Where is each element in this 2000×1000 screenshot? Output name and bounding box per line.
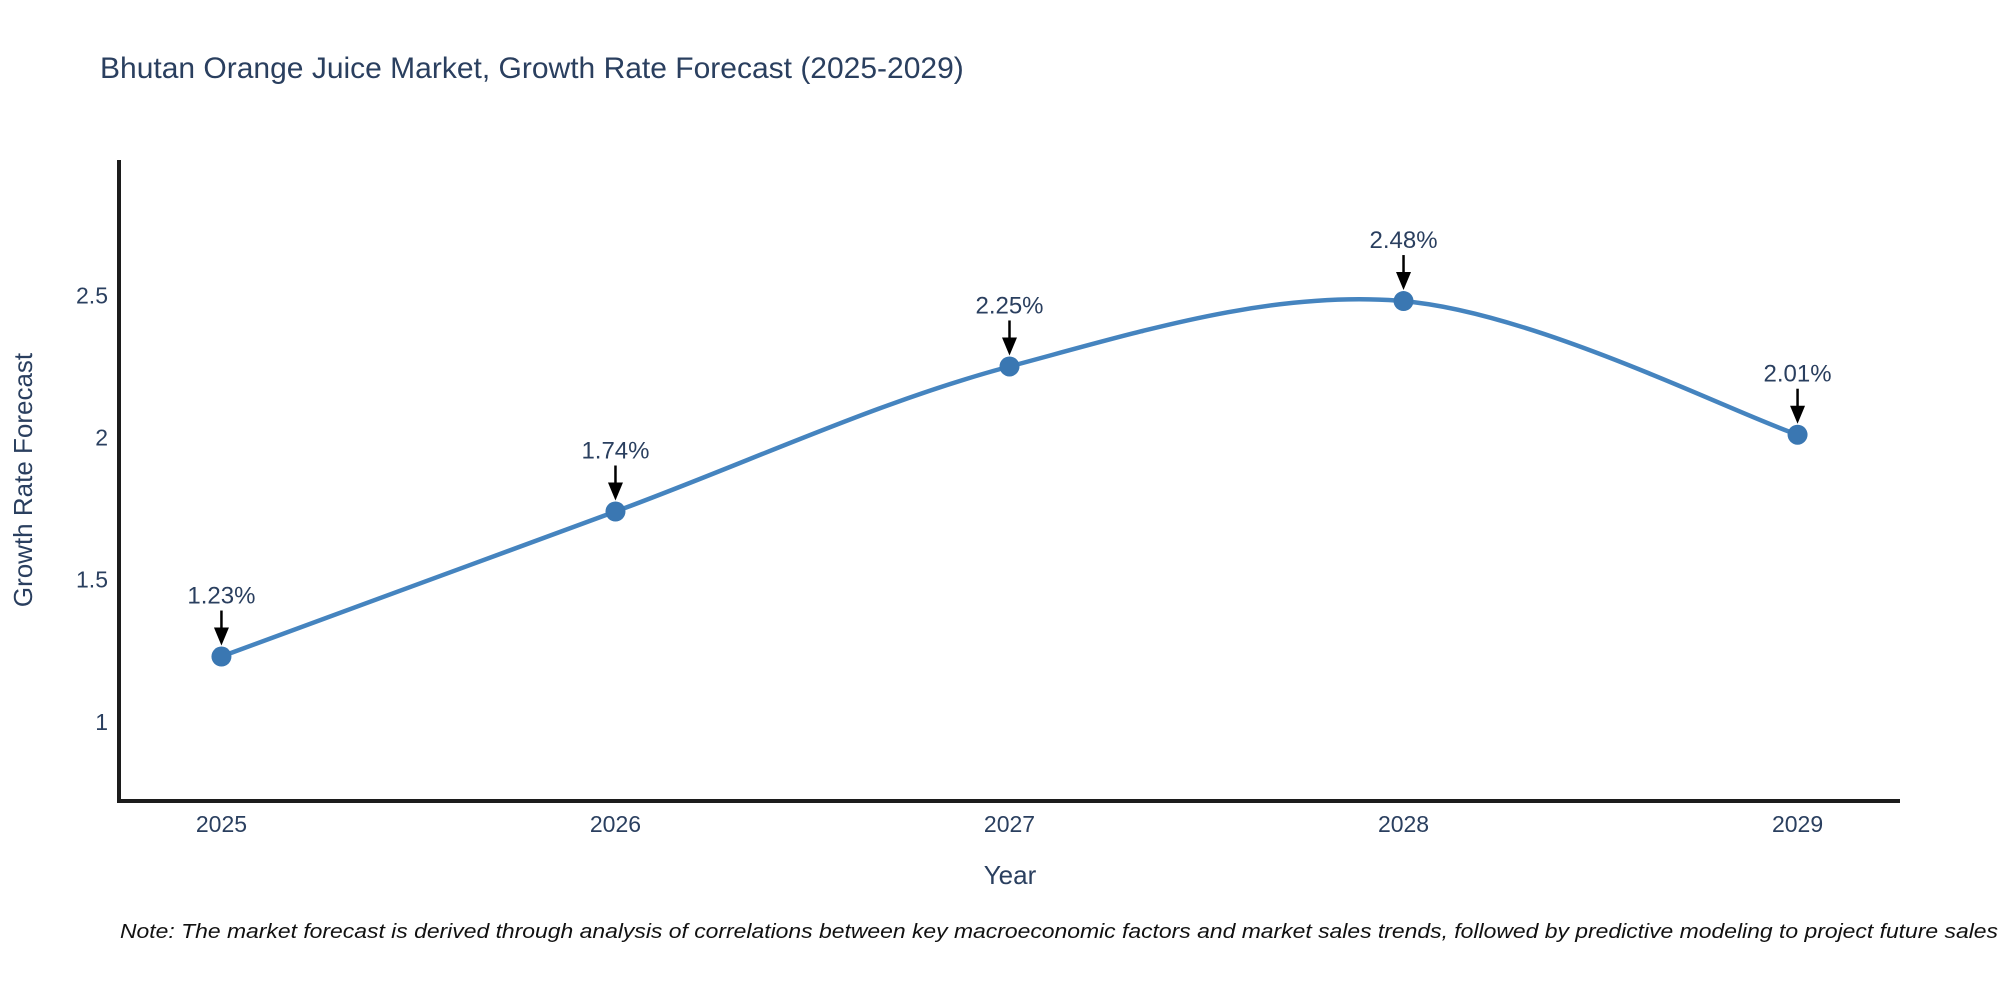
- point-annotation: 2.48%: [1369, 227, 1438, 291]
- x-tick-label: 2026: [590, 811, 641, 837]
- point-value-label: 2.25%: [975, 292, 1043, 319]
- y-axis-title: Growth Rate Forecast: [8, 352, 38, 607]
- y-tick-label: 1: [95, 709, 108, 735]
- data-point-marker: [999, 356, 1020, 377]
- point-value-label: 1.74%: [581, 437, 649, 464]
- point-annotation: 1.74%: [581, 437, 650, 501]
- data-point-marker: [1393, 291, 1414, 312]
- point-annotation: 2.25%: [975, 292, 1044, 356]
- y-tick-label: 1.5: [76, 567, 108, 593]
- point-annotation: 1.23%: [187, 583, 255, 646]
- y-tick-label: 2: [95, 425, 108, 451]
- x-tick-label: 2029: [1772, 811, 1823, 837]
- x-tick-label: 2027: [984, 811, 1035, 837]
- x-axis-tick-labels: 2025 2026 2027 2028 2029: [196, 811, 1823, 837]
- annotation-arrowhead: [607, 482, 623, 501]
- annotation-arrowhead: [1396, 272, 1412, 291]
- data-point-marker: [211, 646, 232, 667]
- annotation-arrowhead: [213, 627, 229, 646]
- axes: [117, 160, 1900, 803]
- point-value-label: 2.01%: [1764, 361, 1832, 388]
- chart-title: Bhutan Orange Juice Market, Growth Rate …: [100, 52, 964, 85]
- x-tick-label: 2025: [196, 811, 247, 837]
- footnote: Note: The market forecast is derived thr…: [120, 921, 1998, 943]
- annotation-arrowhead: [1002, 337, 1017, 356]
- y-tick-label: 2.5: [76, 282, 108, 308]
- point-annotation: 2.01%: [1764, 361, 1832, 424]
- x-axis-title: Year: [984, 860, 1037, 890]
- data-point-marker: [605, 501, 626, 522]
- annotation-arrowhead: [1790, 405, 1806, 424]
- data-point-marker: [1787, 424, 1808, 445]
- x-tick-label: 2028: [1378, 811, 1429, 837]
- point-value-label: 2.48%: [1369, 227, 1437, 254]
- point-value-label: 1.23%: [187, 583, 255, 610]
- point-annotations: 1.23% 1.74% 2.25% 2.48% 2.01%: [187, 227, 1832, 646]
- data-point-markers: [211, 291, 1808, 667]
- y-axis-tick-labels: 1 1.5 2 2.5: [76, 282, 108, 735]
